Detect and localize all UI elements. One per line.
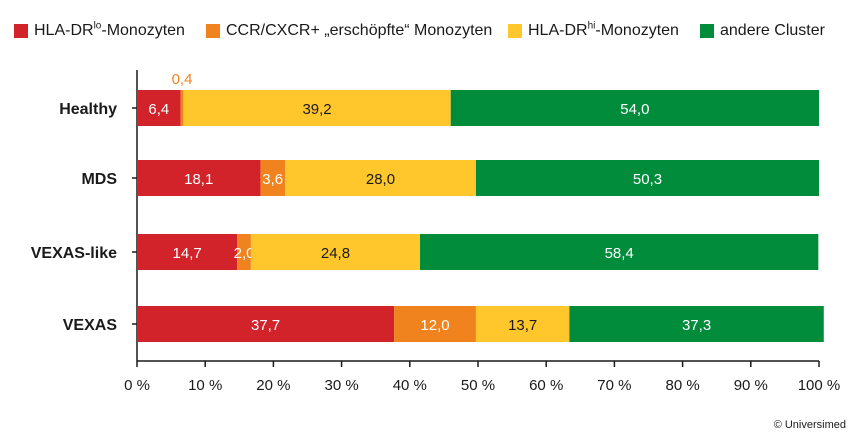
- bar-value-label: 28,0: [366, 171, 395, 188]
- bar-segment: [137, 160, 261, 196]
- legend-swatch: [700, 24, 714, 38]
- bar-value-label: 3,6: [262, 171, 283, 188]
- legend-swatch: [508, 24, 522, 38]
- bar-segment: [137, 306, 395, 342]
- bar-value-label: 54,0: [620, 101, 649, 118]
- x-tick-label: 90 %: [734, 377, 768, 394]
- legend-label-text: CCR/CXCR+ „erschöpfte“ Monozyten: [226, 22, 493, 39]
- bar-value-label: 24,8: [321, 245, 350, 262]
- bar-segment: [137, 234, 238, 270]
- category-label: VEXAS-like: [31, 245, 117, 262]
- x-tick-label: 80 %: [665, 377, 699, 394]
- bar-segment: [475, 160, 819, 196]
- legend-label: andere Cluster: [720, 22, 825, 40]
- legend-item: CCR/CXCR+ „erschöpfte“ Monozyten: [206, 22, 492, 40]
- x-tick-label: 40 %: [393, 377, 427, 394]
- legend-label-suffix: -Monozyten: [101, 22, 185, 39]
- legend-item: HLA-DRhi-Monozyten: [508, 20, 679, 40]
- bar-segment: [137, 90, 181, 126]
- legend-label-superscript: lo: [93, 20, 102, 32]
- x-tick-label: 20 %: [256, 377, 290, 394]
- chart-legend: HLA-DRlo-Monozyten CCR/CXCR+ „erschöpfte“…: [14, 20, 834, 46]
- bar-segment: [284, 160, 476, 196]
- legend-label-superscript: hi: [587, 20, 596, 32]
- bar-segment: [420, 234, 819, 270]
- legend-swatch: [206, 24, 220, 38]
- bar-value-label: 12,0: [420, 317, 449, 334]
- bar-segment: [569, 306, 824, 342]
- bar-segment: [260, 160, 285, 196]
- legend-label-suffix: -Monozyten: [595, 22, 679, 39]
- legend-label: HLA-DRhi-Monozyten: [528, 20, 679, 40]
- bar-value-label: 0,4: [172, 71, 193, 88]
- bar-value-label: 13,7: [508, 317, 537, 334]
- legend-label-text: HLA-DR: [528, 22, 588, 39]
- category-label: VEXAS: [63, 317, 118, 334]
- x-tick-label: 70 %: [597, 377, 631, 394]
- x-tick-label: 60 %: [529, 377, 563, 394]
- bar-value-label: 18,1: [184, 171, 213, 188]
- legend-label: HLA-DRlo-Monozyten: [34, 20, 185, 40]
- x-tick-label: 0 %: [124, 377, 150, 394]
- bar-segment: [250, 234, 421, 270]
- bar-value-label: 2,0: [234, 245, 255, 262]
- category-label: Healthy: [59, 101, 117, 118]
- bar-value-label: 37,3: [682, 317, 711, 334]
- bar-value-label: 14,7: [173, 245, 202, 262]
- legend-swatch: [14, 24, 28, 38]
- bar-segment: [450, 90, 819, 126]
- bar-segment: [237, 234, 251, 270]
- bar-segment: [183, 90, 451, 126]
- bar-value-label: 39,2: [302, 101, 331, 118]
- x-tick-label: 30 %: [324, 377, 358, 394]
- legend-label-text: andere Cluster: [720, 22, 825, 39]
- copyright-text: © Universimed: [773, 419, 846, 431]
- bar-segment: [180, 90, 184, 126]
- bar-value-label: 58,4: [605, 245, 634, 262]
- bar-value-label: 6,4: [148, 101, 169, 118]
- legend-label: CCR/CXCR+ „erschöpfte“ Monozyten: [226, 22, 492, 40]
- legend-item: andere Cluster: [700, 22, 825, 40]
- x-tick-label: 10 %: [188, 377, 222, 394]
- bar-segment: [475, 306, 570, 342]
- legend-item: HLA-DRlo-Monozyten: [14, 20, 185, 40]
- x-tick-label: 100 %: [798, 377, 841, 394]
- x-tick-label: 50 %: [461, 377, 495, 394]
- bar-segment: [394, 306, 476, 342]
- category-label: MDS: [81, 171, 117, 188]
- legend-label-text: HLA-DR: [34, 22, 94, 39]
- bar-value-label: 50,3: [633, 171, 662, 188]
- bar-value-label: 37,7: [251, 317, 280, 334]
